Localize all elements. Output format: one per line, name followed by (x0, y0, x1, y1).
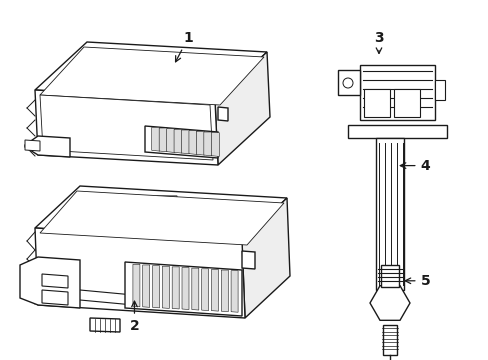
Polygon shape (142, 265, 149, 307)
Polygon shape (231, 271, 238, 312)
Polygon shape (181, 130, 189, 154)
Polygon shape (42, 290, 68, 305)
Text: 1: 1 (175, 31, 193, 62)
Polygon shape (347, 125, 446, 138)
Polygon shape (363, 89, 389, 117)
Polygon shape (337, 70, 359, 95)
Polygon shape (188, 131, 197, 154)
Polygon shape (125, 262, 242, 316)
Polygon shape (133, 264, 140, 307)
Polygon shape (359, 65, 434, 120)
Polygon shape (40, 95, 213, 160)
Polygon shape (191, 268, 199, 310)
Text: 2: 2 (129, 301, 139, 333)
Polygon shape (166, 129, 174, 153)
Polygon shape (393, 89, 419, 117)
Polygon shape (211, 269, 218, 311)
Text: 4: 4 (400, 159, 429, 172)
Polygon shape (382, 325, 396, 355)
Polygon shape (151, 127, 160, 151)
Polygon shape (25, 140, 40, 151)
Polygon shape (203, 132, 211, 156)
Polygon shape (174, 129, 182, 153)
Polygon shape (369, 286, 409, 320)
Polygon shape (211, 133, 219, 157)
Polygon shape (40, 47, 264, 105)
Polygon shape (20, 257, 80, 308)
Polygon shape (40, 191, 284, 245)
Polygon shape (196, 131, 204, 155)
Polygon shape (25, 136, 70, 157)
Polygon shape (42, 274, 68, 288)
Polygon shape (221, 270, 228, 312)
Polygon shape (182, 267, 189, 310)
Polygon shape (35, 42, 266, 100)
Polygon shape (242, 198, 289, 318)
Polygon shape (155, 196, 177, 218)
Polygon shape (90, 318, 120, 332)
Polygon shape (35, 228, 244, 318)
Polygon shape (375, 138, 403, 290)
Polygon shape (218, 107, 227, 121)
Polygon shape (172, 267, 179, 309)
Polygon shape (380, 265, 398, 287)
Polygon shape (242, 251, 254, 269)
Polygon shape (159, 128, 167, 152)
Polygon shape (145, 126, 218, 158)
Text: 5: 5 (405, 274, 429, 288)
Polygon shape (434, 80, 444, 100)
Circle shape (342, 78, 352, 88)
Polygon shape (201, 269, 208, 311)
Polygon shape (35, 186, 286, 240)
Polygon shape (35, 90, 218, 165)
Text: 3: 3 (373, 31, 383, 53)
Polygon shape (152, 266, 159, 308)
Polygon shape (215, 52, 269, 165)
Polygon shape (162, 266, 169, 309)
